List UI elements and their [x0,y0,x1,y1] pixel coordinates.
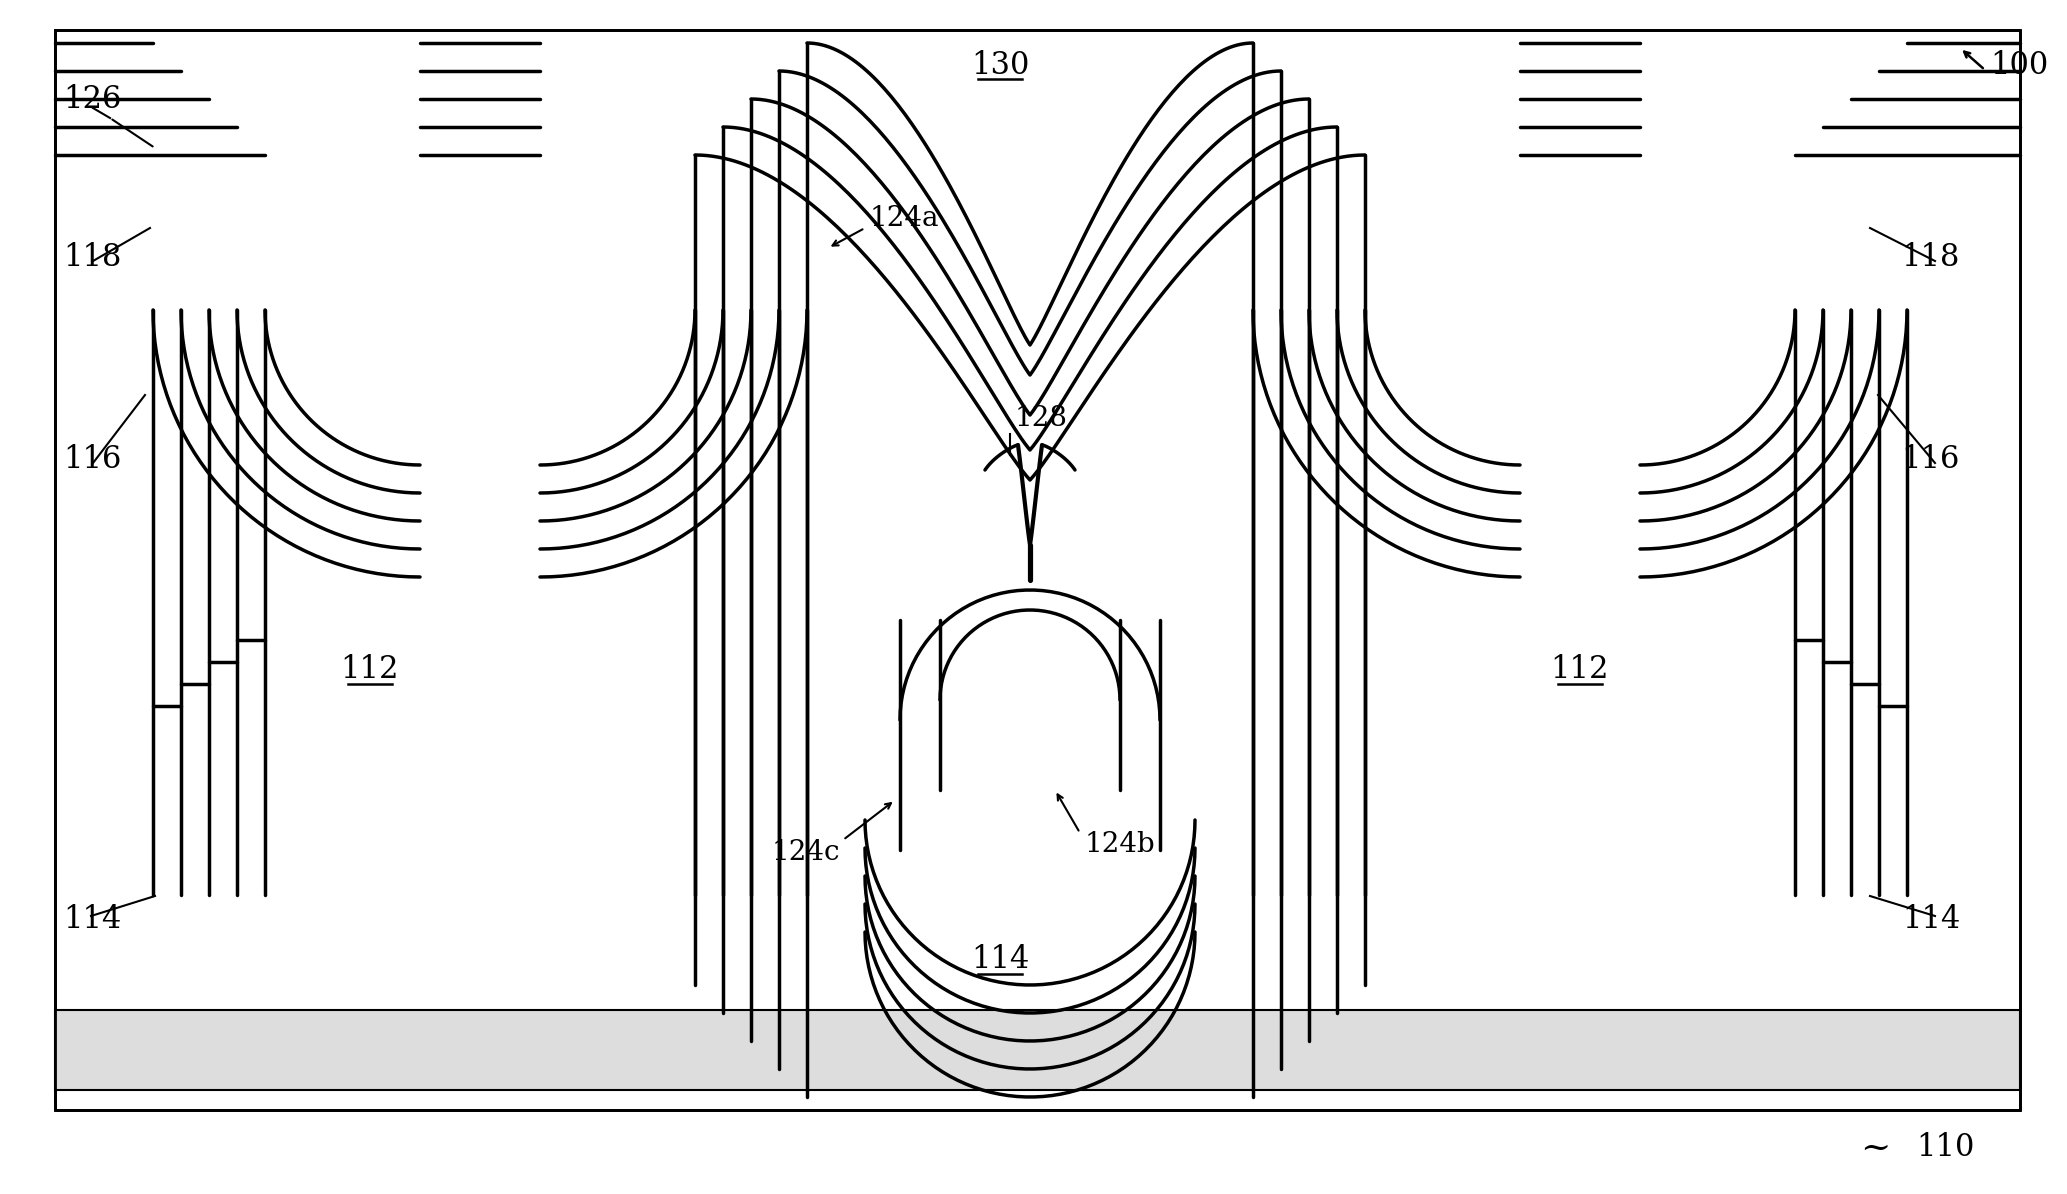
Text: 116: 116 [1902,444,1960,475]
Text: 124c: 124c [771,838,839,866]
Text: 114: 114 [1902,905,1960,936]
Text: ~: ~ [1860,1131,1889,1165]
Text: 130: 130 [971,49,1029,80]
Text: 126: 126 [62,85,122,116]
Text: 114: 114 [971,944,1029,975]
Text: 112: 112 [1550,654,1610,685]
Text: 100: 100 [1991,49,2048,80]
Text: 118: 118 [1902,242,1960,273]
Text: 128: 128 [1015,405,1069,431]
Text: 124a: 124a [870,204,940,232]
Text: 112: 112 [341,654,399,685]
Text: 114: 114 [62,905,122,936]
Text: 110: 110 [1916,1132,1974,1163]
Bar [56,1010,2019,1090]
Text: 116: 116 [62,444,122,475]
Text: 124b: 124b [1085,831,1155,858]
Text: 118: 118 [62,242,122,273]
